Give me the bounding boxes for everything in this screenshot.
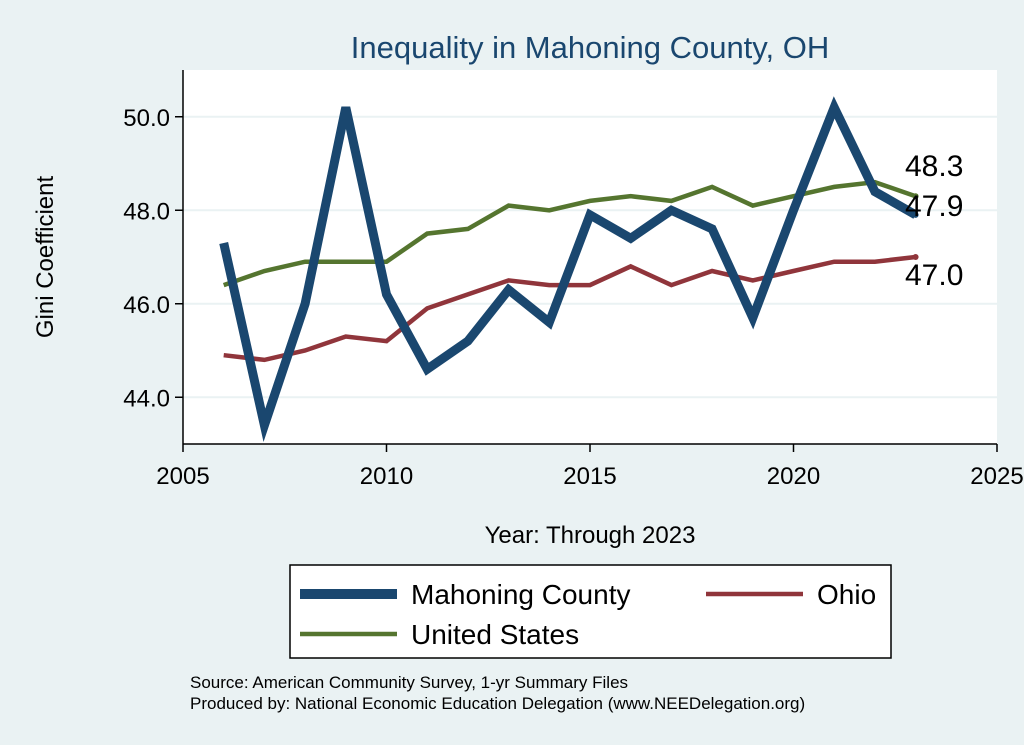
x-axis-ticks: 2005 2010 2015 2020 2025: [156, 444, 1024, 490]
series-endpoint: [912, 211, 919, 218]
legend-label: United States: [411, 619, 579, 650]
y-tick-label: 48.0: [123, 198, 170, 225]
series-endpoint: [912, 254, 919, 260]
end-labels: 47.9 47.0 48.3: [905, 150, 963, 292]
series-group: [219, 96, 919, 443]
x-tick-label: 2020: [767, 463, 820, 490]
legend-label: Ohio: [817, 579, 876, 610]
x-tick-label: 2010: [360, 463, 413, 490]
x-tick-label: 2015: [563, 463, 616, 490]
x-tick-label: 2005: [156, 463, 209, 490]
plot-area: [183, 70, 997, 444]
end-label-1: 47.0: [905, 259, 963, 292]
x-axis-title: Year: Through 2023: [485, 522, 696, 549]
legend-label: Mahoning County: [411, 579, 630, 610]
source-note: Source: American Community Survey, 1-yr …: [190, 673, 628, 692]
end-label-2: 48.3: [905, 150, 963, 183]
y-tick-label: 46.0: [123, 292, 170, 319]
x-tick-label: 2025: [970, 463, 1023, 490]
series-endpoint: [912, 193, 919, 200]
legend-box: [289, 564, 892, 659]
y-axis-title: Gini Coefficient: [32, 176, 59, 339]
y-axis-ticks: 44.0 46.0 48.0 50.0: [123, 105, 183, 412]
y-tick-label: 44.0: [123, 385, 170, 412]
end-label-0: 47.9: [905, 190, 963, 223]
y-tick-label: 50.0: [123, 105, 170, 132]
series-line-1: [223, 254, 916, 363]
chart-title: Inequality in Mahoning County, OH: [351, 30, 829, 65]
series-line-0: [219, 96, 918, 443]
producer-note: Produced by: National Economic Education…: [190, 694, 805, 713]
legend: Mahoning County Ohio United States: [289, 564, 892, 659]
